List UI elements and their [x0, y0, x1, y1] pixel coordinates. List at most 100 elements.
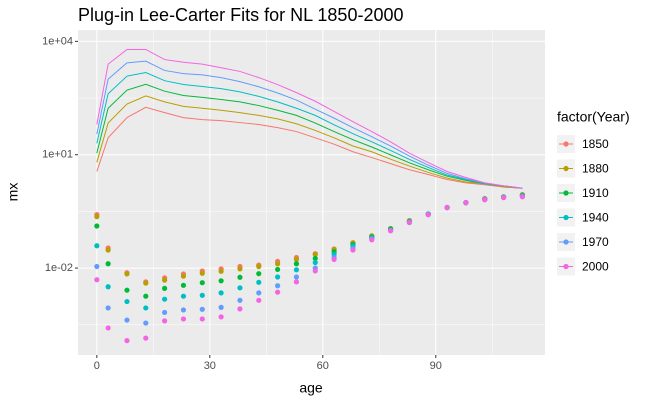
data-point	[162, 296, 168, 302]
data-point	[180, 307, 187, 313]
legend-point	[563, 263, 569, 270]
data-point	[105, 305, 111, 311]
data-point	[124, 317, 130, 323]
data-point	[105, 325, 111, 331]
data-point	[105, 284, 111, 290]
data-point	[293, 261, 300, 267]
plot-panel	[78, 30, 545, 355]
legend-title: factor(Year)	[557, 109, 630, 125]
data-point	[218, 278, 224, 284]
data-point	[124, 271, 130, 277]
data-point	[312, 255, 318, 262]
data-point	[256, 263, 262, 270]
data-point	[293, 274, 300, 280]
data-point	[237, 297, 243, 303]
data-point	[293, 256, 300, 262]
data-point	[199, 316, 205, 322]
data-point	[105, 261, 111, 267]
data-point	[218, 314, 224, 320]
data-point	[94, 277, 100, 283]
data-point	[199, 292, 205, 298]
data-point	[143, 293, 149, 299]
data-point	[312, 268, 318, 274]
data-point	[275, 283, 281, 289]
x-tick-label: 60	[317, 360, 329, 372]
data-point	[293, 279, 300, 285]
y-tick-label: 1e+01	[42, 149, 73, 161]
data-point	[331, 256, 337, 262]
data-point	[94, 263, 100, 270]
data-point	[143, 280, 149, 286]
data-point	[237, 274, 243, 280]
data-point	[199, 306, 205, 312]
legend-point	[563, 165, 569, 172]
data-point	[124, 338, 130, 344]
data-point	[162, 318, 168, 324]
y-tick-label: 1e-02	[45, 262, 73, 274]
x-tick-label: 90	[430, 360, 442, 372]
data-point	[369, 237, 375, 243]
data-point	[143, 305, 149, 311]
data-point	[94, 223, 100, 229]
legend-label: 1880	[582, 162, 609, 176]
data-point	[94, 214, 100, 220]
y-tick-label: 1e+04	[42, 35, 73, 47]
data-point	[162, 285, 168, 291]
data-point	[218, 290, 224, 296]
data-point	[162, 309, 168, 316]
data-point	[425, 212, 431, 218]
data-point	[124, 298, 130, 305]
fit-line	[96, 83, 523, 189]
data-point	[275, 266, 281, 273]
data-point	[180, 282, 187, 288]
data-point	[387, 228, 394, 234]
legend-point	[563, 141, 569, 147]
data-point	[237, 266, 243, 272]
legend-point	[563, 214, 569, 221]
fit-line	[96, 71, 523, 189]
data-point	[406, 219, 413, 226]
y-axis-title: mx	[5, 183, 21, 202]
fit-line	[96, 48, 523, 189]
x-tick-label: 30	[204, 360, 216, 372]
data-point	[500, 195, 507, 201]
chart-title: Plug-in Lee-Carter Fits for NL 1850-2000	[78, 5, 404, 25]
data-point	[143, 335, 149, 341]
data-point	[463, 200, 469, 206]
data-point	[237, 306, 243, 312]
data-point	[482, 197, 488, 203]
data-point	[180, 273, 187, 279]
legend-label: 1910	[582, 186, 609, 200]
data-point	[293, 267, 300, 273]
data-point	[94, 243, 100, 249]
data-point	[275, 274, 281, 280]
data-point	[275, 289, 281, 295]
data-point	[350, 247, 356, 253]
data-point	[180, 293, 187, 299]
data-point	[199, 280, 205, 286]
legend-label: 1970	[582, 235, 609, 249]
data-point	[162, 277, 168, 283]
data-point	[199, 270, 205, 276]
data-point	[256, 290, 262, 296]
data-point	[312, 251, 318, 257]
x-tick-label: 0	[94, 360, 100, 372]
legend-label: 1850	[582, 137, 609, 151]
data-point	[143, 320, 149, 326]
fit-line	[96, 60, 523, 189]
fit-line	[96, 95, 523, 189]
data-point	[275, 261, 281, 267]
legend-label: 2000	[582, 260, 609, 274]
x-axis-title: age	[299, 380, 323, 396]
data-point	[444, 204, 450, 211]
data-point	[312, 259, 318, 266]
legend-label: 1940	[582, 211, 609, 225]
data-point	[124, 287, 130, 293]
data-point	[218, 304, 224, 310]
data-point	[105, 247, 111, 253]
data-point	[256, 271, 262, 277]
data-point	[519, 194, 526, 200]
data-point	[256, 279, 262, 285]
data-point	[180, 316, 187, 322]
